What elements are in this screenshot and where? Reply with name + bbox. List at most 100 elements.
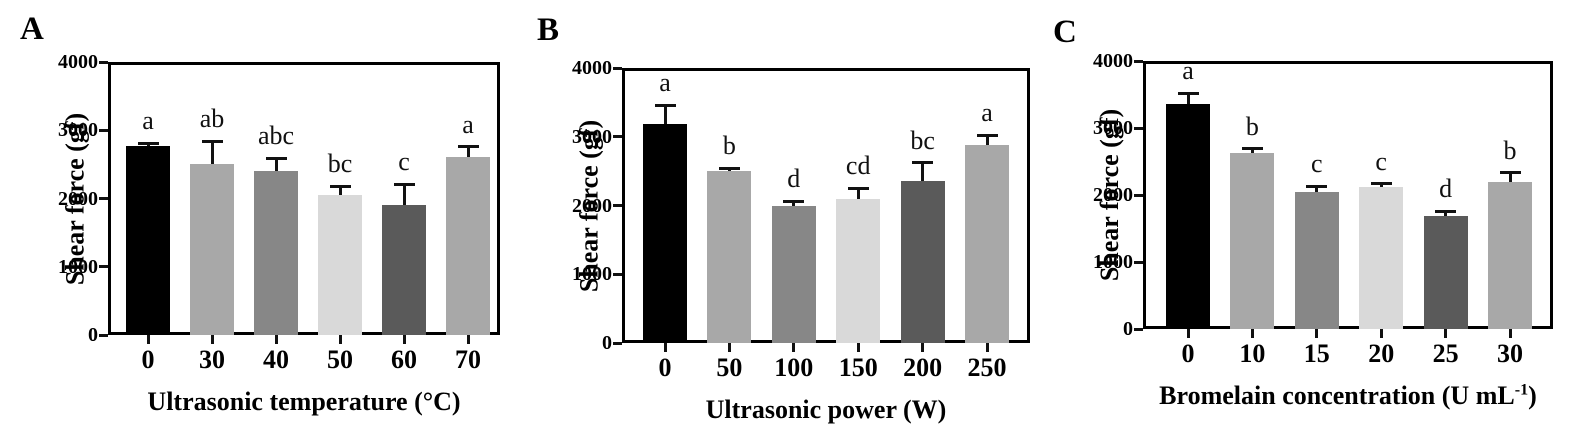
x-tick-label: 150 [838,353,878,382]
error-bar-cap [718,166,740,170]
error-bar-cap [1435,209,1457,213]
x-tick [727,343,731,352]
error-bar-cap [1370,182,1392,186]
y-tick [99,333,108,337]
x-tick-label: 60 [391,345,417,374]
x-axis-title-text: Bromelain concentration (U mL [1159,381,1515,410]
x-tick [466,335,470,344]
significance-letter: d [1439,174,1453,204]
error-bar-cap [137,141,159,145]
significance-letter: d [787,164,801,194]
error-bar-line [1315,186,1319,192]
y-tick [99,60,108,64]
x-tick-label: 0 [1181,339,1195,368]
y-tick [1134,327,1143,331]
bar [771,206,816,343]
error-bar-cap [393,182,415,186]
error-bar-cap [912,161,934,165]
bar [1488,181,1532,329]
significance-letter: c [1375,146,1387,176]
x-tick [1379,329,1383,338]
x-tick-label: 20 [1368,339,1395,368]
significance-letter: a [981,98,993,128]
y-tick-label: 1000 [1093,251,1133,273]
x-tick-label: 15 [1303,339,1330,368]
significance-letter: b [1245,111,1259,141]
error-bar-line [338,186,342,196]
error-bar-cap [1499,171,1521,175]
x-tick-label: 200 [903,353,943,382]
x-tick-label: 0 [658,353,672,382]
y-tick-label: 3000 [58,119,98,142]
x-tick-label: 50 [327,345,353,374]
x-tick [856,343,860,352]
error-bar-line [1508,172,1512,182]
error-bar-cap [1241,147,1263,151]
y-tick-label: 0 [88,324,98,346]
x-tick [1250,329,1254,338]
y-tick-label: 2000 [58,187,98,210]
error-bar-cap [201,139,223,143]
error-bar-line [856,188,860,199]
bar [318,195,362,335]
error-bar-line [1186,93,1190,104]
x-tick [1315,329,1319,338]
error-bar-line [663,105,667,124]
bar [190,163,234,335]
significance-letter: a [1182,56,1194,86]
error-bar-cap [265,156,287,160]
y-tick [99,265,108,269]
x-tick-label: 25 [1432,339,1459,368]
x-axis-title-text: Ultrasonic power (W) [705,395,947,424]
bar [707,171,752,343]
x-tick-label: 250 [967,353,1007,382]
significance-letter: a [142,106,154,136]
error-bar-cap [976,133,998,137]
y-tick-label: 3000 [1093,117,1133,139]
y-axis-title: Shear force (gf) [1095,108,1124,282]
significance-letter: b [722,131,736,161]
bar [900,180,945,343]
y-tick [99,197,108,200]
bar [1423,216,1468,329]
x-axis-title-text: ) [1528,381,1537,410]
y-tick [1134,260,1143,264]
y-tick-label: 4000 [572,57,612,79]
error-bar-cap [654,103,676,107]
y-tick-label: 2000 [572,194,612,217]
error-bar-line [985,135,989,145]
x-tick [921,343,925,352]
x-tick [792,343,796,352]
bar [446,156,490,335]
error-bar-cap [847,186,869,190]
y-tick-label: 0 [1123,318,1133,340]
x-tick [402,335,406,344]
x-tick [1444,329,1448,338]
error-bar-line [402,184,406,205]
x-axis-title: Bromelain concentration (U mL-1) [1063,381,1570,411]
y-tick [613,204,622,207]
panel-letter-b: B [537,12,560,48]
error-bar-line [210,141,214,164]
x-tick-label: 70 [455,345,481,374]
significance-letter: bc [910,125,935,155]
x-tick-label: 0 [141,345,155,374]
bar [254,171,298,335]
x-tick-label: 10 [1239,339,1266,368]
bar [126,145,170,335]
y-tick [1134,59,1143,63]
y-tick-label: 2000 [1093,184,1133,206]
x-axis-title: Ultrasonic temperature (°C) [28,387,580,417]
y-tick [613,135,622,139]
x-tick-label: 30 [199,345,225,374]
significance-letter: c [1311,149,1323,179]
bar [1359,186,1404,329]
bar [965,145,1009,343]
x-tick [274,335,278,344]
error-bar-line [921,162,925,181]
y-tick [613,341,622,345]
plot-box [1143,61,1553,329]
